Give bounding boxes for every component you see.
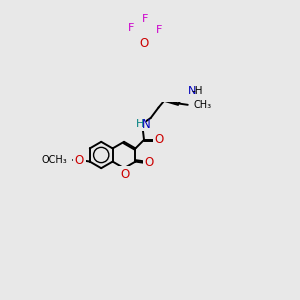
- Text: O: O: [145, 156, 154, 170]
- Text: F: F: [128, 23, 134, 33]
- Text: F: F: [142, 14, 148, 24]
- Text: F: F: [155, 25, 162, 34]
- Text: OCH₃: OCH₃: [42, 155, 68, 165]
- Text: H: H: [136, 119, 144, 129]
- Text: O: O: [140, 37, 149, 50]
- Text: N: N: [188, 85, 196, 96]
- Text: O: O: [75, 154, 84, 167]
- Text: O: O: [154, 133, 164, 146]
- Text: -H: -H: [192, 85, 203, 96]
- Text: O: O: [120, 168, 129, 181]
- Text: N: N: [142, 118, 150, 130]
- Text: CH₃: CH₃: [193, 100, 211, 110]
